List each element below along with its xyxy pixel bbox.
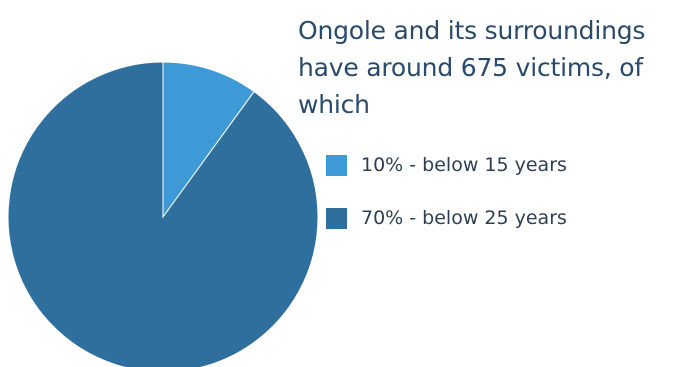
legend-item-below-15: 10% - below 15 years: [326, 152, 567, 178]
legend-swatch-below-25: [326, 207, 347, 229]
pie-slice-1: [7, 61, 319, 367]
pie-chart: [7, 61, 319, 367]
pie-slices: [7, 61, 319, 367]
legend-label-below-15: 10% - below 15 years: [361, 154, 567, 176]
chart-title: Ongole and its surroundings have around …: [298, 16, 646, 119]
legend-label-below-25: 70% - below 25 years: [361, 207, 567, 229]
legend-swatch-below-15: [326, 154, 347, 176]
legend: 10% - below 15 years 70% - below 25 year…: [326, 152, 567, 258]
legend-item-below-25: 70% - below 25 years: [326, 205, 567, 231]
pie-slice-0: [162, 61, 255, 219]
